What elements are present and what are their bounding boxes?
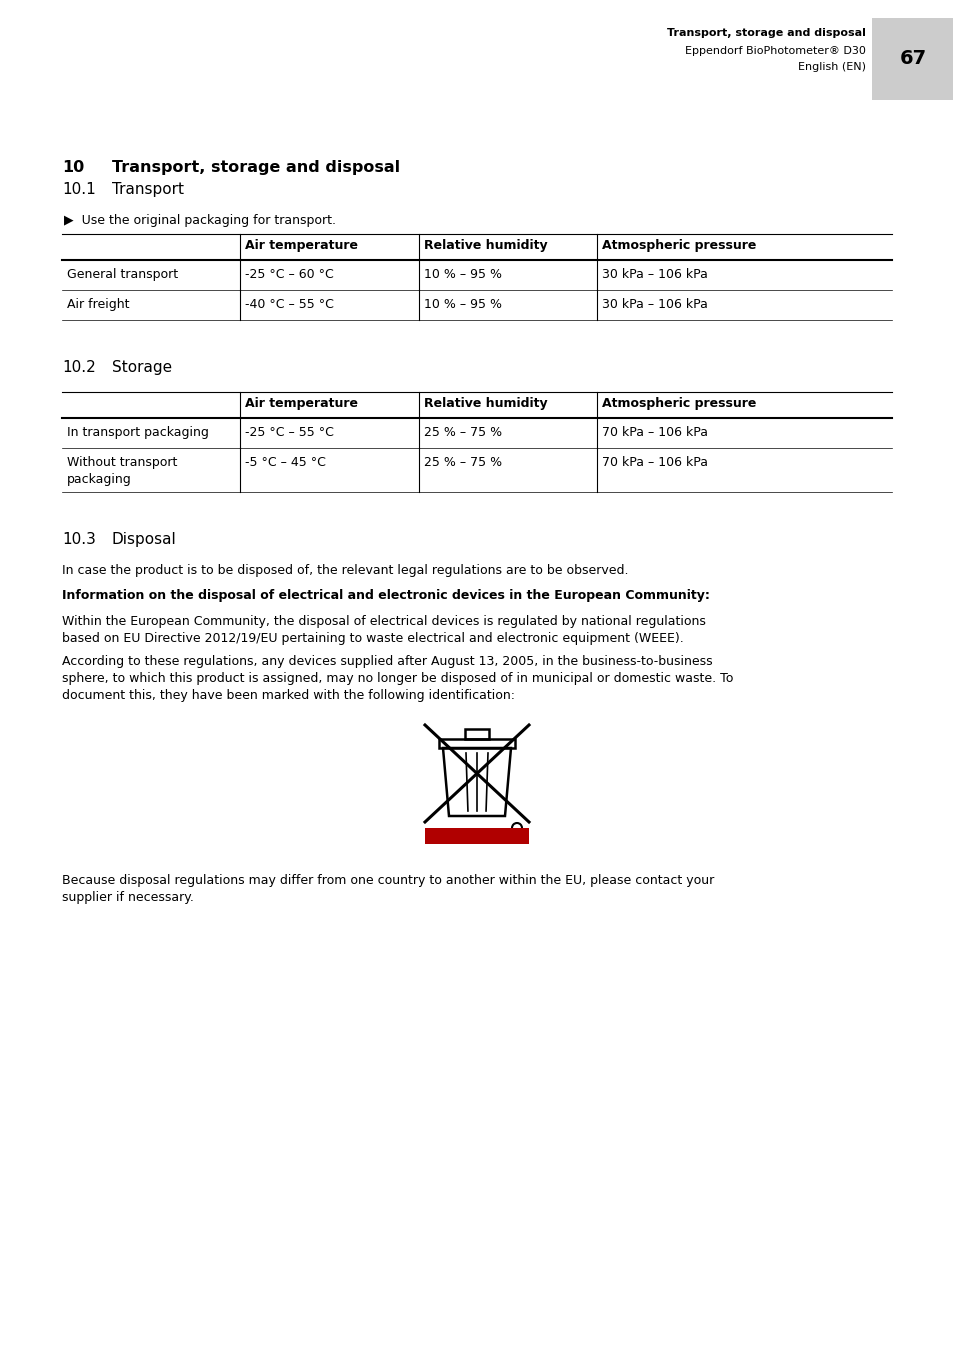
Text: 30 kPa – 106 kPa: 30 kPa – 106 kPa (601, 269, 707, 281)
Text: Within the European Community, the disposal of electrical devices is regulated b: Within the European Community, the dispo… (62, 616, 705, 645)
Text: 70 kPa – 106 kPa: 70 kPa – 106 kPa (601, 427, 708, 439)
Text: Air temperature: Air temperature (245, 397, 358, 410)
Text: 25 % – 75 %: 25 % – 75 % (423, 427, 501, 439)
Text: Without transport
packaging: Without transport packaging (67, 456, 177, 486)
Text: English (EN): English (EN) (797, 62, 865, 72)
Text: Atmospheric pressure: Atmospheric pressure (601, 239, 756, 252)
Text: Air freight: Air freight (67, 298, 130, 311)
Text: -25 °C – 60 °C: -25 °C – 60 °C (245, 269, 334, 281)
Text: 10: 10 (62, 161, 84, 176)
Text: Disposal: Disposal (112, 532, 176, 547)
Text: 30 kPa – 106 kPa: 30 kPa – 106 kPa (601, 298, 707, 311)
Bar (871, 18, 953, 100)
Text: -25 °C – 55 °C: -25 °C – 55 °C (245, 427, 334, 439)
Text: -40 °C – 55 °C: -40 °C – 55 °C (245, 298, 334, 311)
Bar (424, 828, 529, 844)
Text: In transport packaging: In transport packaging (67, 427, 209, 439)
Text: Transport, storage and disposal: Transport, storage and disposal (666, 28, 865, 38)
Text: 70 kPa – 106 kPa: 70 kPa – 106 kPa (601, 456, 708, 468)
Text: 25 % – 75 %: 25 % – 75 % (423, 456, 501, 468)
Text: Transport: Transport (112, 182, 184, 197)
Text: 10.1: 10.1 (62, 182, 95, 197)
Text: Atmospheric pressure: Atmospheric pressure (601, 397, 756, 410)
Text: 10 % – 95 %: 10 % – 95 % (423, 269, 501, 281)
Text: General transport: General transport (67, 269, 178, 281)
Text: According to these regulations, any devices supplied after August 13, 2005, in t: According to these regulations, any devi… (62, 655, 733, 702)
Text: Relative humidity: Relative humidity (423, 397, 547, 410)
Text: Eppendorf BioPhotometer® D30: Eppendorf BioPhotometer® D30 (684, 46, 865, 55)
Text: 10 % – 95 %: 10 % – 95 % (423, 298, 501, 311)
Text: 10.3: 10.3 (62, 532, 95, 547)
Text: Information on the disposal of electrical and electronic devices in the European: Information on the disposal of electrica… (62, 589, 709, 602)
Text: Because disposal regulations may differ from one country to another within the E: Because disposal regulations may differ … (62, 873, 714, 905)
Text: Storage: Storage (112, 360, 172, 375)
Text: 67: 67 (899, 50, 925, 69)
Text: In case the product is to be disposed of, the relevant legal regulations are to : In case the product is to be disposed of… (62, 564, 628, 576)
Text: Relative humidity: Relative humidity (423, 239, 547, 252)
Text: 10.2: 10.2 (62, 360, 95, 375)
Text: Transport, storage and disposal: Transport, storage and disposal (112, 161, 399, 176)
Text: ▶  Use the original packaging for transport.: ▶ Use the original packaging for transpo… (64, 215, 335, 227)
Text: -5 °C – 45 °C: -5 °C – 45 °C (245, 456, 326, 468)
Text: Air temperature: Air temperature (245, 239, 358, 252)
